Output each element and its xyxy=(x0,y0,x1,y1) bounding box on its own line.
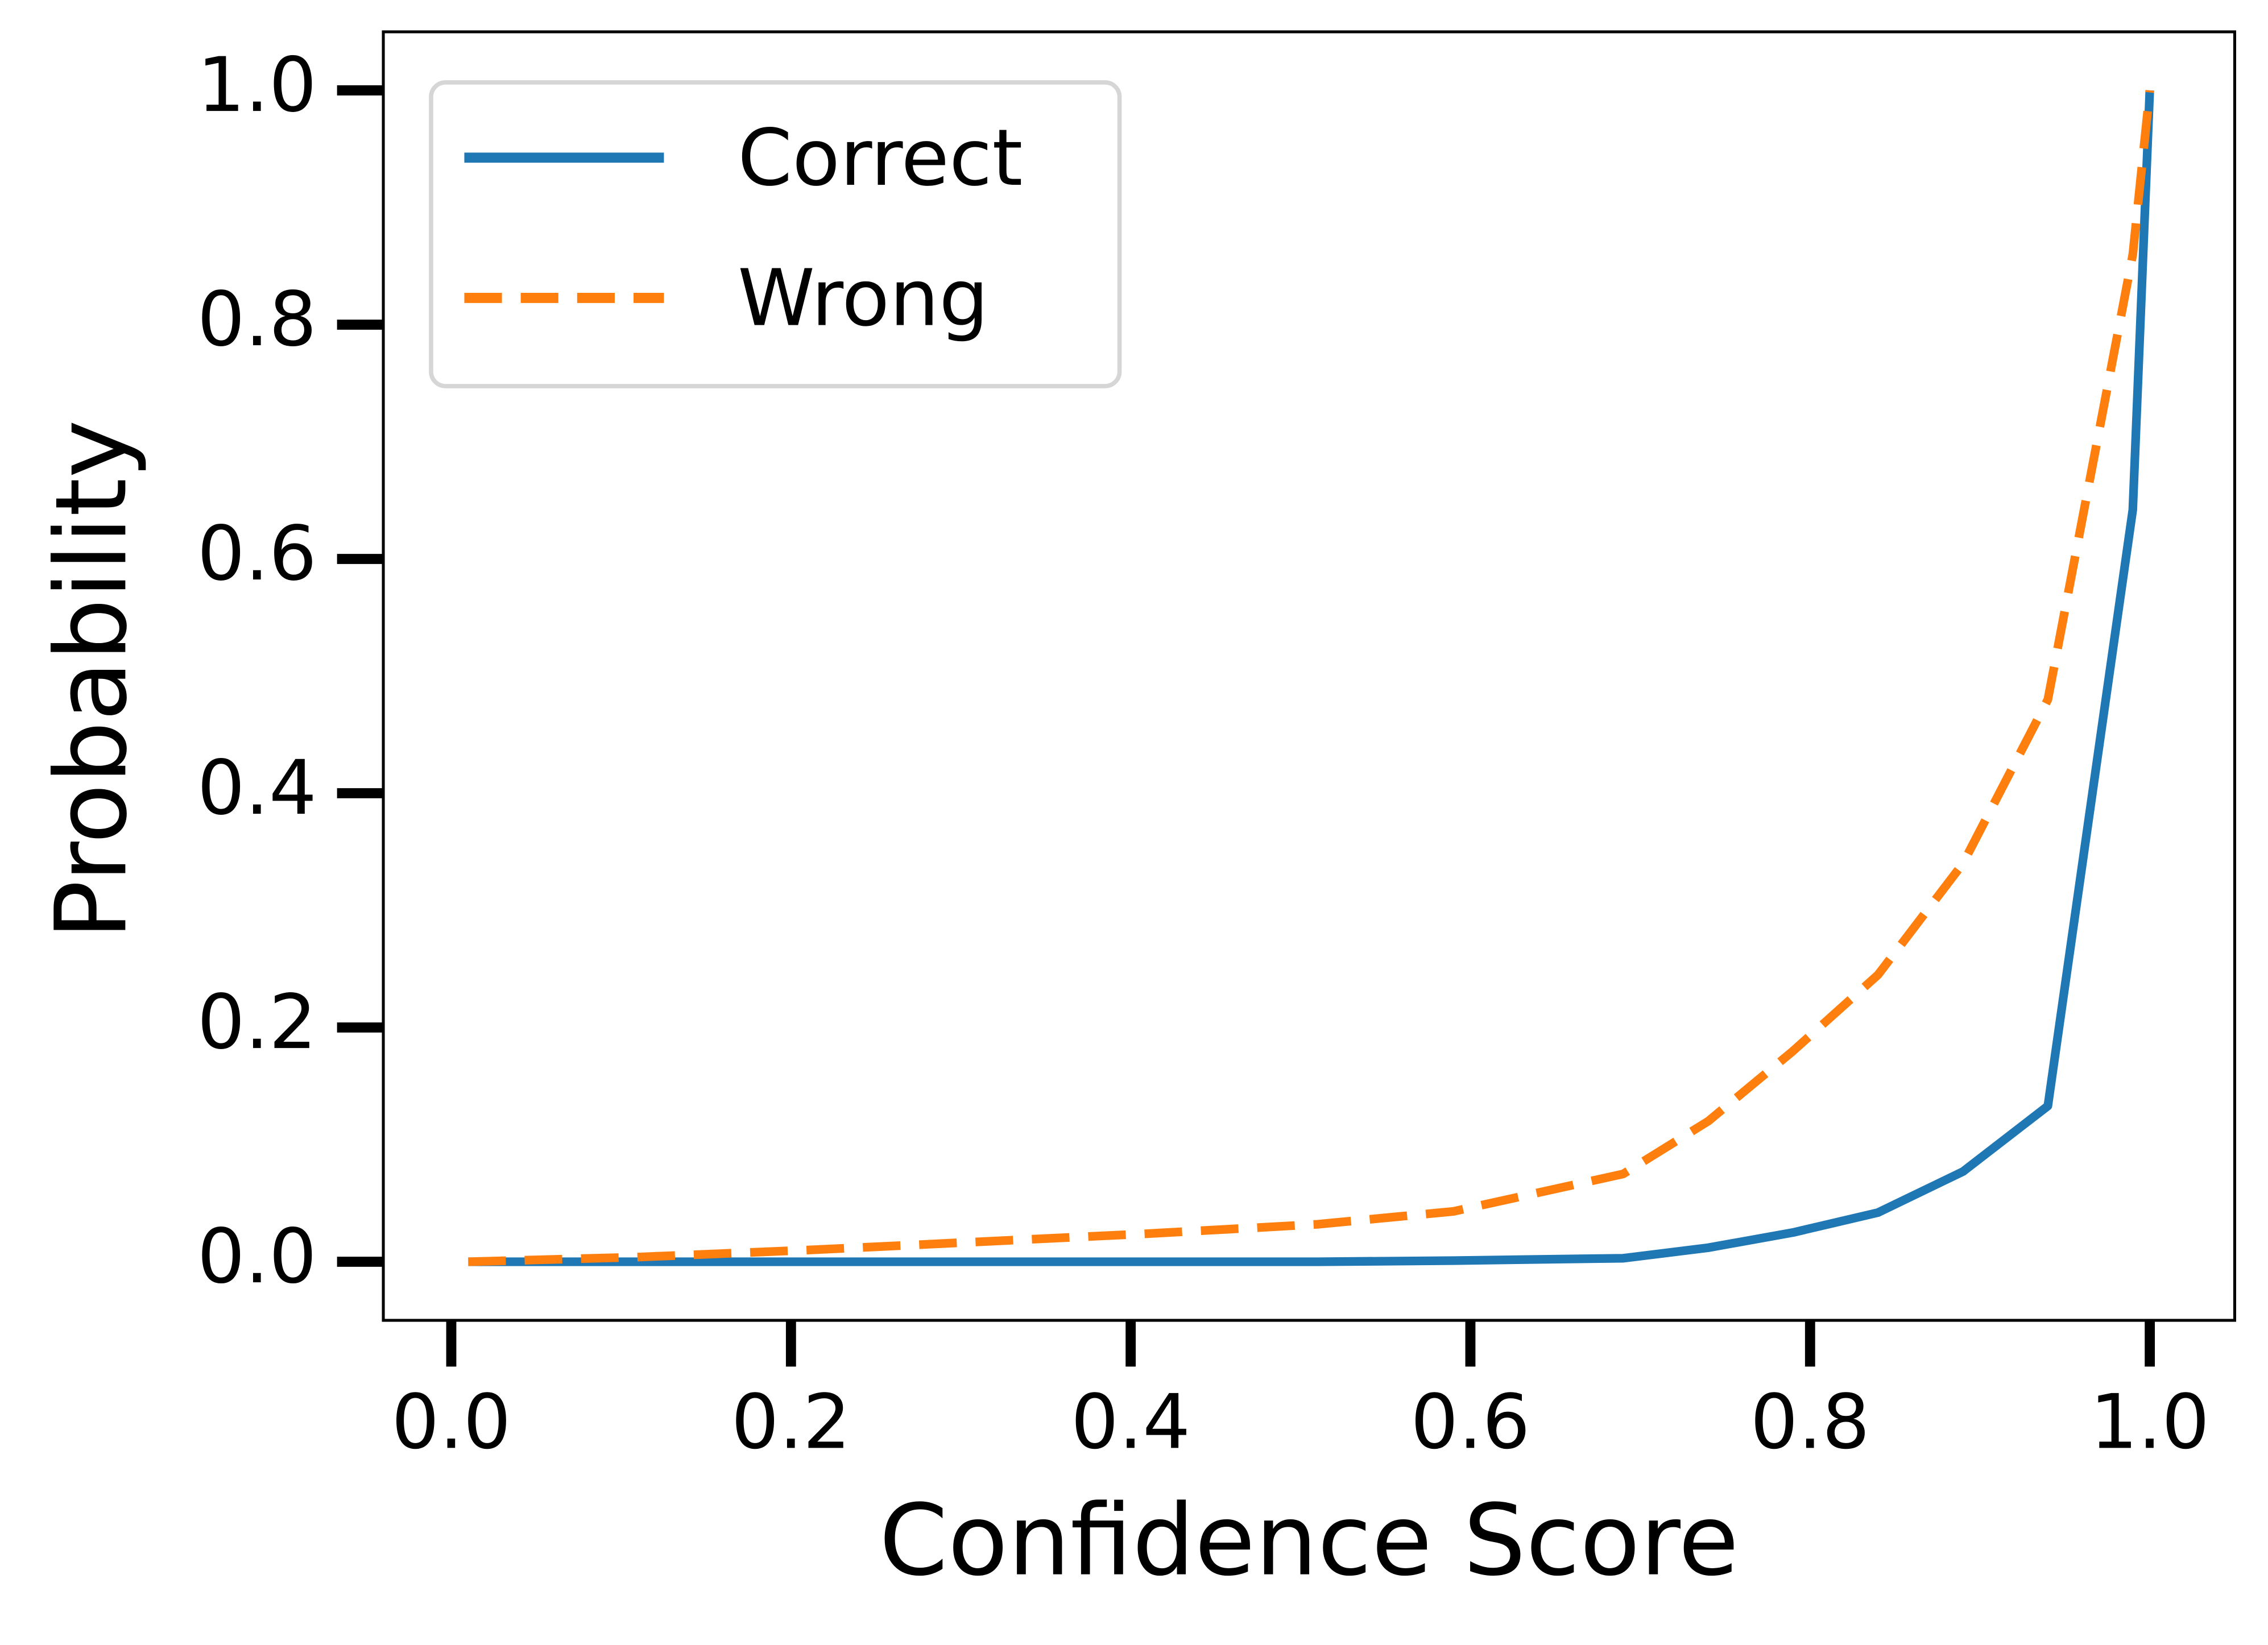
legend-label: Correct xyxy=(738,113,1023,204)
y-tick-label: 0.2 xyxy=(197,979,317,1066)
x-tick-label: 1.0 xyxy=(2090,1378,2209,1466)
x-tick-label: 0.4 xyxy=(1071,1378,1190,1466)
x-tick-label: 0.6 xyxy=(1410,1378,1530,1466)
y-tick-label: 1.0 xyxy=(197,42,317,129)
y-axis-label: Probability xyxy=(34,420,148,939)
y-tick-label: 0.0 xyxy=(197,1213,317,1300)
x-tick-label: 0.2 xyxy=(731,1378,851,1466)
x-tick-label: 0.8 xyxy=(1750,1378,1870,1466)
y-tick-label: 0.8 xyxy=(197,276,317,363)
series-line xyxy=(468,90,2154,1266)
y-tick-label: 0.4 xyxy=(197,744,317,832)
x-axis-label: Confidence Score xyxy=(879,1483,1739,1598)
x-tick-label: 0.0 xyxy=(391,1378,511,1466)
legend: Correct Wrong xyxy=(429,80,1122,388)
legend-label: Wrong xyxy=(738,254,988,344)
series-line xyxy=(468,90,2154,1266)
y-tick-label: 0.6 xyxy=(197,510,317,598)
